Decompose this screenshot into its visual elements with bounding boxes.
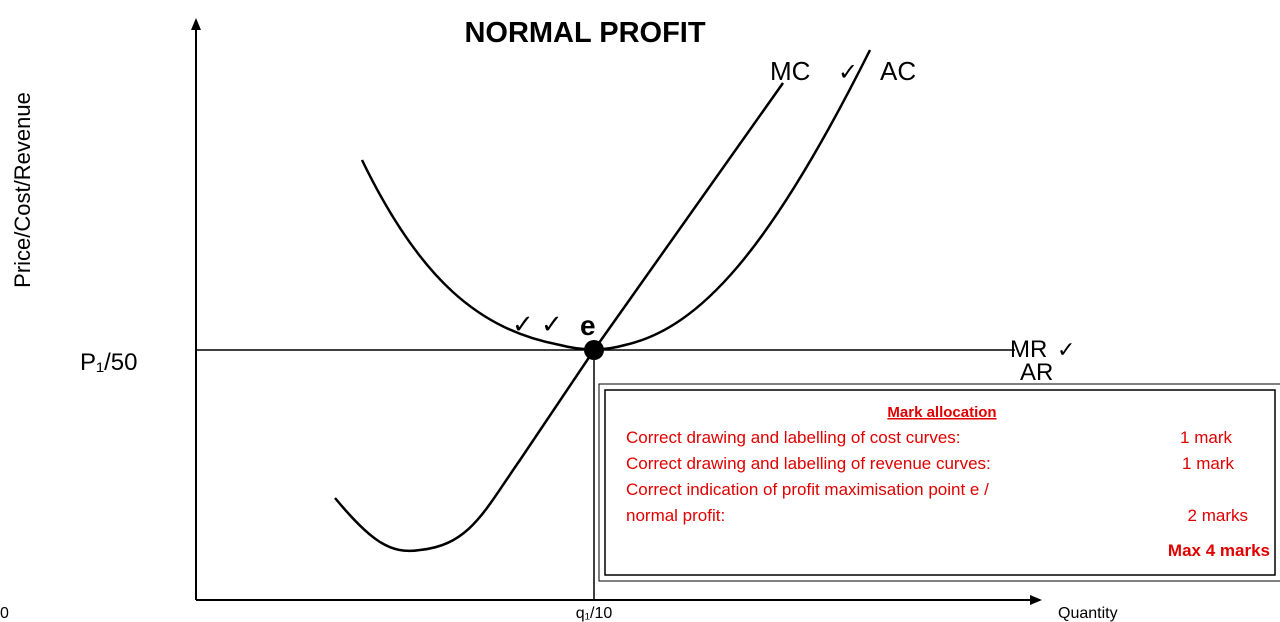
- mark-row-mark: 1 mark: [1182, 454, 1234, 473]
- ac-label: AC: [880, 56, 916, 86]
- mark-row-text: normal profit:: [626, 506, 725, 525]
- mark-rows: Correct drawing and labelling of cost cu…: [626, 428, 1248, 525]
- mark-row-mark: 2 marks: [1188, 506, 1248, 525]
- tick: ✓: [838, 59, 858, 86]
- ac-curve: [360, 49, 872, 351]
- price-label: P₁/50: [80, 349, 137, 376]
- origin-label: 0: [0, 605, 9, 622]
- mark-box: [604, 389, 1276, 576]
- mark-row-text: Correct drawing and labelling of cost cu…: [626, 428, 961, 447]
- mark-row-mark: 1 mark: [1180, 428, 1232, 447]
- mark-box-frame: [598, 383, 1280, 582]
- tick: ✓ ✓: [512, 309, 563, 339]
- point-label: e: [580, 310, 596, 341]
- mc-curve: [334, 82, 785, 553]
- quantity-label: q₁/10: [576, 605, 613, 622]
- mr-label: MR: [1010, 336, 1047, 363]
- mark-heading: Mark allocation: [887, 404, 996, 421]
- title: NORMAL PROFIT: [464, 17, 705, 49]
- mc-label: MC: [770, 56, 810, 86]
- mark-row-text: Correct indication of profit maximisatio…: [626, 480, 989, 499]
- mark-total: Max 4 marks: [1168, 541, 1270, 560]
- x-axis-label: Quantity: [1058, 605, 1118, 622]
- equilibrium-point: [584, 340, 604, 360]
- ar-label: AR: [1020, 359, 1053, 386]
- tick: ✓: [1057, 337, 1075, 362]
- mark-row-text: Correct drawing and labelling of revenue…: [626, 454, 991, 473]
- y-axis-label: Price/Cost/Revenue: [10, 92, 35, 288]
